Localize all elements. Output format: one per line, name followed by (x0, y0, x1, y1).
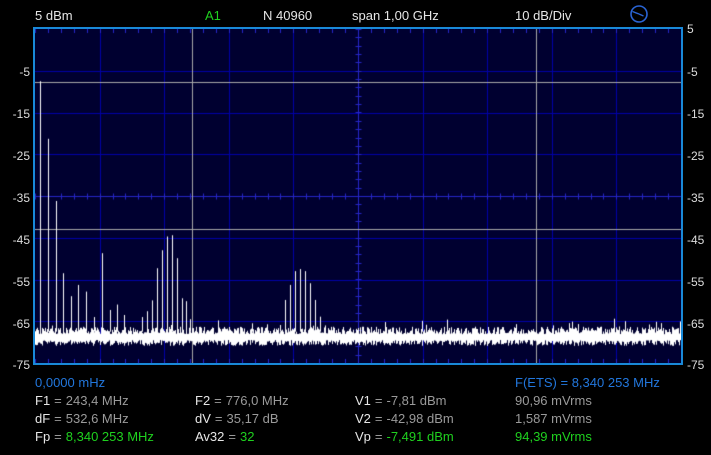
axis-tick-label: -35 (12, 191, 30, 205)
f2-label: F2 (195, 393, 211, 408)
v1-value: -7,81 dBm (386, 393, 447, 408)
dv-value: 35,17 dB (226, 411, 279, 426)
readout-row: dF = 532,6 MHz dV = 35,17 dB V2 = -42,98 dBm 1… (0, 411, 711, 427)
ets-frequency-readout: F(ETS) = 8,340 253 MHz (515, 375, 660, 390)
vp-rms-readout: 94,39 mVrms (515, 429, 592, 444)
axis-tick-label: -45 (687, 233, 705, 247)
average-label: Av32 (195, 429, 225, 444)
f2-value: 776,0 MHz (225, 393, 289, 408)
axis-tick-label: -65 (687, 317, 705, 331)
df-readout: dF = 532,6 MHz (35, 411, 129, 426)
v2-rms-readout: 1,587 mVrms (515, 411, 592, 426)
dv-readout: dV = 35,17 dB (195, 411, 279, 426)
fp-label: Fp (35, 429, 51, 444)
equals-sign: = (54, 411, 62, 426)
fp-readout: Fp = 8,340 253 MHz (35, 429, 154, 444)
f1-readout: F1 = 243,4 MHz (35, 393, 129, 408)
average-readout: Av32 = 32 (195, 429, 254, 444)
dv-label: dV (195, 411, 211, 426)
span-readout: span 1,00 GHz (352, 8, 439, 23)
channel-indicator: A1 (205, 8, 221, 23)
axis-tick-label: -65 (12, 317, 30, 331)
v1-label: V1 (355, 393, 371, 408)
equals-sign: = (228, 429, 236, 444)
start-frequency-readout: 0,0000 mHz (35, 375, 106, 390)
axis-tick-label: -5 (19, 65, 30, 79)
f2-readout: F2 = 776,0 MHz (195, 393, 289, 408)
vp-readout: Vp = -7,491 dBm (355, 429, 454, 444)
axis-tick-label: -35 (687, 191, 705, 205)
vp-label: Vp (355, 429, 371, 444)
vp-value: -7,491 dBm (386, 429, 454, 444)
df-value: 532,6 MHz (65, 411, 129, 426)
equals-sign: = (374, 411, 383, 426)
equals-sign: = (374, 429, 383, 444)
f1-value: 243,4 MHz (65, 393, 129, 408)
spectrum-trace-canvas[interactable] (35, 29, 681, 363)
v2-value: -42,98 dBm (386, 411, 454, 426)
v2-label: V2 (355, 411, 371, 426)
df-label: dF (35, 411, 51, 426)
average-value: 32 (240, 429, 255, 444)
scale-readout: 10 dB/Div (515, 8, 572, 23)
axis-tick-label: -15 (687, 107, 705, 121)
equals-sign: = (54, 429, 62, 444)
equals-sign: = (374, 393, 383, 408)
equals-sign: = (54, 393, 62, 408)
axis-tick-label: -55 (687, 275, 705, 289)
equals-sign: = (214, 411, 223, 426)
readout-row: Fp = 8,340 253 MHz Av32 = 32 Vp = -7,491 dBm 9… (0, 429, 711, 445)
fp-value: 8,340 253 MHz (65, 429, 154, 444)
f1-label: F1 (35, 393, 51, 408)
spectrum-plot (33, 27, 683, 365)
axis-tick-label: -55 (12, 275, 30, 289)
clock-icon (630, 5, 648, 23)
axis-tick-label: -15 (12, 107, 30, 121)
v1-readout: V1 = -7,81 dBm (355, 393, 446, 408)
record-length-readout: N 40960 (263, 8, 313, 23)
axis-tick-label: 5 (687, 22, 694, 36)
readout-row: F1 = 243,4 MHz F2 = 776,0 MHz V1 = -7,81 dBm 9… (0, 393, 711, 409)
v2-readout: V2 = -42,98 dBm (355, 411, 454, 426)
v1-rms-readout: 90,96 mVrms (515, 393, 592, 408)
equals-sign: = (214, 393, 222, 408)
axis-tick-label: -75 (687, 358, 705, 372)
axis-tick-label: -45 (12, 233, 30, 247)
ref-level-readout: 5 dBm (35, 8, 73, 23)
axis-tick-label: -25 (687, 149, 705, 163)
axis-tick-label: -25 (12, 149, 30, 163)
axis-tick-label: -5 (687, 65, 698, 79)
axis-tick-label: -75 (12, 358, 30, 372)
readout-row-top: 0,0000 mHz F(ETS) = 8,340 253 MHz (0, 375, 711, 391)
